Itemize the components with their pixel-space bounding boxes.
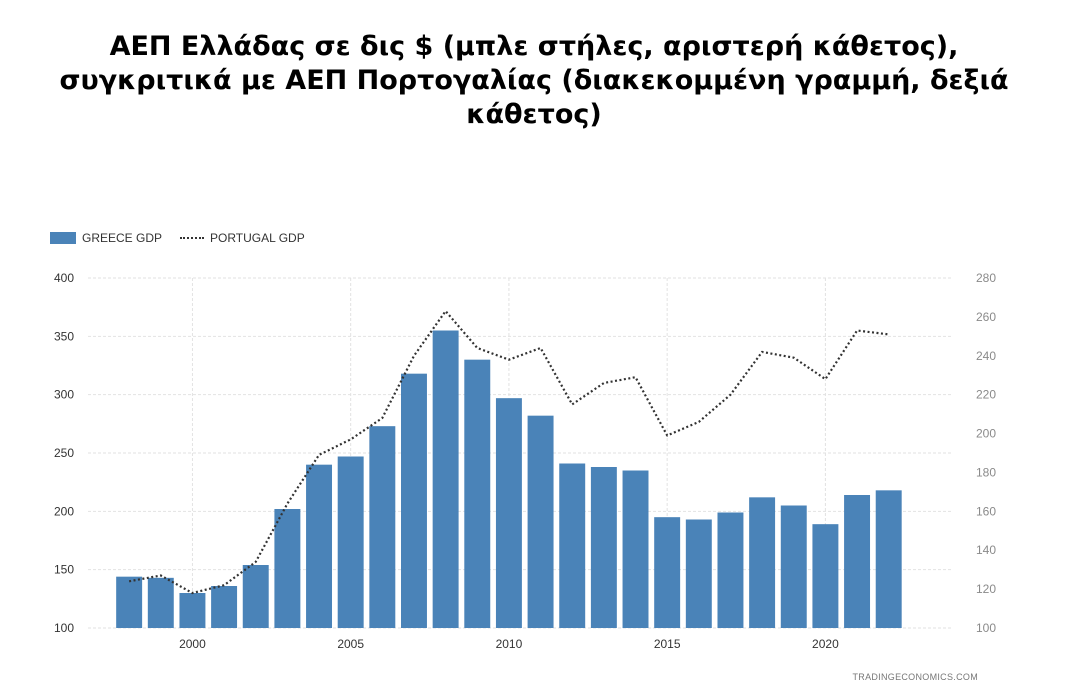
y-right-tick-label: 120 [976, 582, 996, 596]
legend-label-greece: GREECE GDP [82, 231, 163, 245]
bars-layer [116, 330, 902, 628]
bar-greece-2007 [401, 373, 427, 628]
y-right-tick-label: 140 [976, 543, 996, 557]
bar-greece-1999 [147, 577, 174, 628]
bar-greece-2014 [622, 470, 649, 628]
axis-layer: 100 150 200 250 300 350 400 100 120 140 160 180 200 2… [54, 271, 996, 651]
bar-greece-2019 [780, 505, 807, 628]
y-right-tick-label: 200 [976, 427, 996, 441]
bar-greece-2018 [749, 497, 776, 628]
x-tick-label: 2005 [337, 637, 364, 651]
title-line-2: συγκριτικά με ΑΕΠ Πορτογαλίας (διακεκομμ… [59, 65, 1009, 96]
watermark: TRADINGECONOMICS.COM [852, 672, 978, 682]
gdp-chart: 100 150 200 250 300 350 400 100 120 140 160 180 200 2… [54, 271, 996, 651]
bar-greece-1998 [116, 576, 143, 628]
bar-greece-2017 [717, 512, 744, 628]
bar-greece-2021 [844, 495, 871, 628]
bar-greece-2003 [274, 509, 301, 628]
x-tick-label: 2010 [496, 637, 523, 651]
legend-swatch-portugal [180, 237, 205, 239]
bar-greece-2002 [242, 565, 269, 628]
y-left-tick-label: 100 [54, 621, 74, 635]
title-line-3: κάθετος) [466, 99, 602, 130]
y-left-tick-label: 400 [54, 271, 74, 285]
legend-swatch-greece [50, 232, 76, 244]
x-tick-label: 2000 [179, 637, 206, 651]
line-layer [128, 309, 889, 595]
y-left-tick-label: 300 [54, 388, 74, 402]
bar-greece-2013 [590, 467, 617, 628]
bar-greece-2004 [306, 464, 333, 628]
x-tick-label: 2015 [654, 637, 681, 651]
bar-greece-2011 [527, 415, 554, 628]
chart-legend: GREECE GDP PORTUGAL GDP [50, 230, 305, 246]
y-left-tick-label: 150 [54, 563, 74, 577]
bar-greece-2012 [559, 463, 586, 628]
bar-greece-2022 [875, 490, 902, 628]
y-left-tick-label: 250 [54, 446, 74, 460]
page-title: ΑΕΠ Ελλάδας σε δις $ (μπλε στήλες, αριστ… [0, 30, 1068, 132]
legend-label-portugal: PORTUGAL GDP [210, 231, 305, 245]
bar-greece-2020 [812, 524, 839, 628]
bar-greece-2016 [685, 519, 712, 628]
y-right-tick-label: 180 [976, 465, 996, 479]
bar-greece-2009 [464, 359, 491, 628]
bar-greece-2001 [211, 586, 238, 628]
y-right-tick-label: 280 [976, 271, 996, 285]
line-portugal [128, 309, 889, 595]
x-tick-label: 2020 [812, 637, 839, 651]
y-left-tick-label: 350 [54, 329, 74, 343]
y-right-tick-label: 100 [976, 621, 996, 635]
bar-greece-2015 [654, 517, 681, 628]
y-right-tick-label: 240 [976, 349, 996, 363]
bar-greece-2005 [337, 456, 364, 628]
bar-greece-2010 [495, 398, 522, 628]
bar-greece-2006 [369, 426, 396, 628]
y-right-tick-label: 260 [976, 310, 996, 324]
title-line-1: ΑΕΠ Ελλάδας σε δις $ (μπλε στήλες, αριστ… [109, 31, 959, 62]
y-right-tick-label: 220 [976, 388, 996, 402]
bar-greece-2000 [179, 593, 206, 628]
y-left-tick-label: 200 [54, 504, 74, 518]
y-right-tick-label: 160 [976, 504, 996, 518]
bar-greece-2008 [432, 330, 459, 628]
